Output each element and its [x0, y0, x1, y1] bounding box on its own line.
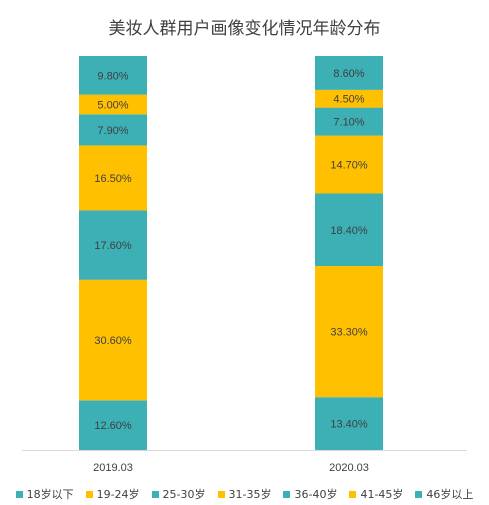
data-label: 8.60% — [333, 68, 364, 80]
data-label: 33.30% — [330, 327, 368, 339]
bar-segment-2019-03-5 — [79, 114, 147, 146]
legend-swatch — [15, 490, 23, 498]
legend-item: 18岁以下 — [15, 486, 74, 502]
legend-item: 31-35岁 — [217, 486, 272, 502]
legend-label: 36-40岁 — [294, 488, 338, 501]
legend-item: 25-30岁 — [151, 486, 206, 502]
legend-swatch — [151, 490, 159, 498]
legend-label: 18岁以下 — [26, 488, 74, 501]
data-label: 4.50% — [333, 94, 364, 106]
data-label: 30.60% — [94, 335, 132, 347]
legend-swatch — [415, 490, 423, 498]
legend-swatch — [283, 490, 291, 498]
chart-legend: 18岁以下 19-24岁 25-30岁 31-35岁 36-40岁 41-45岁 46岁以上 — [0, 486, 489, 502]
data-label: 16.50% — [94, 173, 132, 185]
bar-segment-2020-03-5 — [315, 107, 383, 136]
data-label: 12.60% — [94, 420, 132, 432]
legend-item: 19-24岁 — [85, 486, 140, 502]
bar-segment-2019-03-7 — [79, 56, 147, 95]
data-label: 7.90% — [97, 125, 128, 137]
bar-segment-2019-03-3 — [79, 210, 147, 280]
legend-swatch — [349, 490, 357, 498]
legend-item: 46岁以上 — [415, 486, 473, 502]
data-label: 13.40% — [330, 419, 368, 431]
legend-label: 19-24岁 — [96, 488, 140, 501]
data-label: 5.00% — [97, 99, 128, 111]
legend-label: 46岁以上 — [426, 488, 474, 501]
legend-item: 36-40岁 — [283, 486, 337, 502]
legend-item: 41-45岁 — [349, 486, 403, 502]
bar-segment-2019-03-4 — [79, 145, 147, 211]
data-label: 14.70% — [330, 160, 368, 172]
bar-segment-2020-03-1 — [315, 397, 383, 450]
bar-segment-2020-03-2 — [315, 266, 383, 398]
chart-title: 美妆人群用户画像变化情况年龄分布 — [108, 19, 381, 39]
legend-swatch — [85, 490, 93, 498]
bar-segment-2019-03-6 — [79, 94, 147, 115]
bar-segment-2020-03-6 — [315, 89, 383, 108]
data-label: 7.10% — [333, 117, 364, 129]
bar-segment-2019-03-1 — [79, 400, 147, 450]
data-label: 9.80% — [97, 70, 128, 82]
bar-segment-2019-03-2 — [79, 279, 147, 401]
bar-segment-2020-03-7 — [315, 56, 383, 90]
bar-segment-2020-03-3 — [315, 193, 383, 267]
legend-swatch — [217, 490, 225, 498]
bar-segment-2020-03-4 — [315, 135, 383, 194]
legend-label: 31-35岁 — [228, 488, 272, 501]
x-tick-label: 2020.03 — [329, 462, 369, 474]
x-tick-label: 2019.03 — [93, 462, 133, 474]
legend-label: 41-45岁 — [360, 488, 404, 501]
legend-label: 25-30岁 — [162, 488, 206, 501]
data-label: 17.60% — [94, 240, 132, 252]
data-label: 18.40% — [330, 225, 368, 237]
